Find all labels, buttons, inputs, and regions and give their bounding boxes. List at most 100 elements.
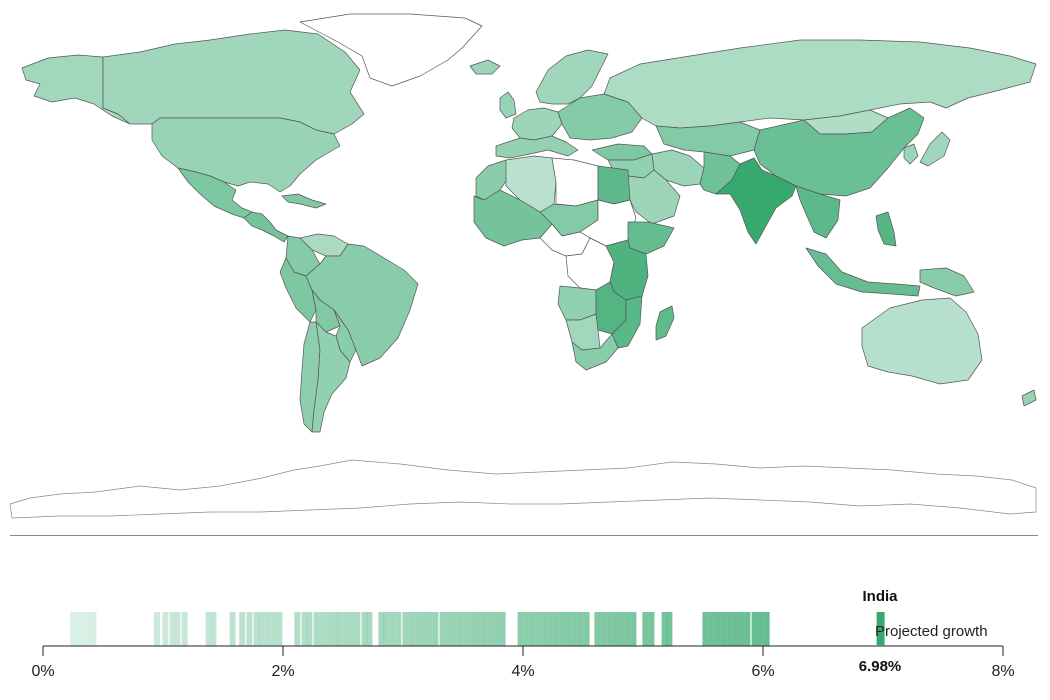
strip-bar[interactable] (414, 612, 421, 646)
strip-bar[interactable] (594, 612, 601, 646)
strip-bar[interactable] (402, 612, 409, 646)
strip-bar[interactable] (648, 612, 655, 646)
region-southern-europe[interactable] (495, 135, 579, 159)
strip-bar[interactable] (523, 612, 530, 646)
strip-bar[interactable] (726, 612, 733, 646)
strip-bar[interactable] (451, 612, 458, 646)
strip-bar[interactable] (457, 612, 464, 646)
region-western-europe[interactable] (511, 107, 563, 141)
strip-bar[interactable] (270, 612, 277, 646)
region-central-america[interactable] (243, 211, 289, 243)
strip-bar[interactable] (612, 612, 619, 646)
strip-bar[interactable] (210, 612, 217, 646)
strip-bar[interactable] (547, 612, 554, 646)
strip-bar[interactable] (618, 612, 625, 646)
strip-bar[interactable] (348, 612, 355, 646)
strip-bar[interactable] (301, 612, 308, 646)
region-iceland[interactable] (469, 59, 501, 75)
strip-bar[interactable] (313, 612, 320, 646)
strip-bar[interactable] (294, 612, 301, 646)
strip-bar[interactable] (383, 612, 390, 646)
strip-bar[interactable] (571, 612, 578, 646)
strip-bar[interactable] (469, 612, 476, 646)
strip-bar[interactable] (499, 612, 506, 646)
strip-bar[interactable] (487, 612, 494, 646)
strip-bar[interactable] (432, 612, 439, 646)
strip-bar[interactable] (606, 612, 613, 646)
strip-bar[interactable] (154, 612, 160, 646)
strip-bar[interactable] (264, 612, 271, 646)
strip-bar[interactable] (757, 612, 764, 646)
strip-bar[interactable] (174, 612, 181, 646)
strip-bar[interactable] (642, 612, 649, 646)
strip-bar[interactable] (708, 612, 715, 646)
strip-bar[interactable] (553, 612, 560, 646)
strip-bar[interactable] (624, 612, 631, 646)
region-southeast-asia[interactable] (795, 185, 841, 239)
highlight-bar-india[interactable] (876, 612, 885, 646)
strip-bar[interactable] (751, 612, 758, 646)
strip-bar[interactable] (229, 612, 236, 646)
region-papua-new-guinea[interactable] (919, 267, 975, 297)
region-peru[interactable] (279, 257, 317, 323)
strip-bar[interactable] (541, 612, 548, 646)
strip-bar[interactable] (395, 612, 402, 646)
strip-bar[interactable] (577, 612, 584, 646)
strip-bar[interactable] (529, 612, 536, 646)
strip-bar[interactable] (331, 612, 338, 646)
strip-bar[interactable] (720, 612, 727, 646)
region-uk[interactable] (499, 91, 517, 119)
strip-bar[interactable] (162, 612, 169, 646)
strip-bar[interactable] (702, 612, 709, 646)
region-japan[interactable] (919, 131, 951, 167)
region-greenland[interactable] (299, 13, 483, 87)
strip-bar[interactable] (565, 612, 572, 646)
strip-bar[interactable] (389, 612, 396, 646)
strip-bar[interactable] (732, 612, 739, 646)
strip-bar[interactable] (738, 612, 745, 646)
strip-bar[interactable] (80, 612, 87, 646)
strip-bar[interactable] (276, 612, 283, 646)
strip-bar[interactable] (714, 612, 721, 646)
strip-bar[interactable] (90, 612, 97, 646)
strip-bar[interactable] (420, 612, 427, 646)
strip-bar[interactable] (378, 612, 385, 646)
strip-bar[interactable] (169, 612, 176, 646)
region-india[interactable] (715, 157, 797, 245)
strip-bar[interactable] (70, 612, 76, 646)
region-bolivia[interactable] (311, 289, 341, 333)
region-eastern-europe[interactable] (557, 93, 643, 141)
strip-bar[interactable] (445, 612, 452, 646)
strip-bar[interactable] (475, 612, 482, 646)
region-caribbean[interactable] (281, 193, 327, 209)
strip-bar[interactable] (342, 612, 349, 646)
strip-bar[interactable] (763, 612, 770, 646)
strip-bar[interactable] (493, 612, 500, 646)
region-usa[interactable] (151, 117, 341, 193)
region-new-zealand[interactable] (1021, 389, 1037, 407)
strip-bar[interactable] (85, 612, 92, 646)
region-indonesia[interactable] (805, 247, 921, 297)
strip-bar[interactable] (258, 612, 265, 646)
strip-bar[interactable] (253, 612, 260, 646)
strip-bar[interactable] (319, 612, 326, 646)
strip-bar[interactable] (661, 612, 668, 646)
region-angola[interactable] (557, 285, 597, 321)
region-russia[interactable] (603, 39, 1037, 129)
strip-bar[interactable] (426, 612, 433, 646)
strip-bar[interactable] (205, 612, 212, 646)
region-south-africa[interactable] (571, 333, 619, 371)
region-argentina[interactable] (311, 321, 351, 433)
region-egypt[interactable] (597, 165, 631, 205)
strip-bar[interactable] (354, 612, 361, 646)
strip-bar[interactable] (559, 612, 566, 646)
strip-bar[interactable] (517, 612, 524, 646)
region-arabian-peninsula[interactable] (627, 169, 681, 225)
strip-bar[interactable] (600, 612, 607, 646)
strip-bar[interactable] (583, 612, 590, 646)
strip-bar[interactable] (336, 612, 343, 646)
strip-bar[interactable] (630, 612, 637, 646)
strip-bar[interactable] (366, 612, 373, 646)
region-mozambique[interactable] (611, 295, 643, 349)
region-mexico[interactable] (177, 167, 253, 219)
